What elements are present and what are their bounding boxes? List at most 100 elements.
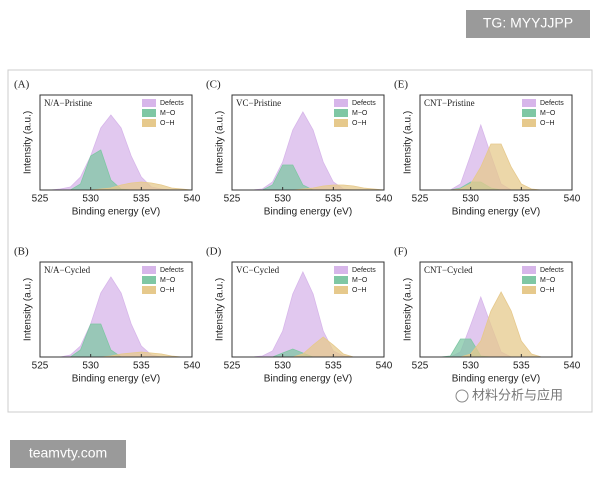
x-tick-label: 540 <box>376 194 393 205</box>
legend-label: M−O <box>352 277 368 284</box>
x-tick-label: 525 <box>412 194 429 205</box>
legend-label: Defects <box>160 267 184 274</box>
legend-swatch <box>142 99 156 107</box>
x-tick-label: 525 <box>32 194 49 205</box>
plot-frame <box>419 261 573 358</box>
legend-label: O−H <box>540 120 555 127</box>
panel-label: (A) <box>14 79 30 91</box>
plot-frame <box>419 94 573 191</box>
watermark: TG: MYYJJPP <box>483 15 573 31</box>
panel-label: (B) <box>14 246 29 258</box>
plot-frame <box>231 261 385 358</box>
watermark-box <box>466 10 590 38</box>
plot-frame <box>39 261 193 358</box>
x-tick-label: 530 <box>82 361 99 372</box>
x-tick-label: 540 <box>184 194 201 205</box>
x-axis-label: Binding energy (eV) <box>72 374 160 385</box>
y-axis-label: Intensity (a.u.) <box>403 278 414 341</box>
legend-swatch <box>334 286 348 294</box>
legend-swatch <box>142 109 156 117</box>
peak-area <box>232 271 384 358</box>
legend-label: M−O <box>540 277 556 284</box>
y-axis-label: Intensity (a.u.) <box>215 111 226 174</box>
legend-swatch <box>334 266 348 274</box>
legend-label: M−O <box>160 110 176 117</box>
x-axis-label: Binding energy (eV) <box>72 207 160 218</box>
panel-subtitle: CNT−Cycled <box>424 265 473 275</box>
x-tick-label: 530 <box>82 194 99 205</box>
x-tick-label: 525 <box>224 361 241 372</box>
legend-swatch <box>142 286 156 294</box>
legend-swatch <box>522 109 536 117</box>
panel-subtitle: N/A−Pristine <box>44 98 92 108</box>
legend-swatch <box>142 276 156 284</box>
legend-swatch <box>334 109 348 117</box>
x-tick-label: 535 <box>133 194 150 205</box>
legend-label: Defects <box>352 100 376 107</box>
x-tick-label: 525 <box>32 361 49 372</box>
x-axis-label: Binding energy (eV) <box>264 207 352 218</box>
legend-swatch <box>522 266 536 274</box>
legend-label: O−H <box>352 120 367 127</box>
plot-frame <box>231 94 385 191</box>
panel-subtitle: N/A−Cycled <box>44 265 91 275</box>
legend-swatch <box>334 276 348 284</box>
x-tick-label: 530 <box>462 194 479 205</box>
legend-label: O−H <box>160 120 175 127</box>
watermark: 材料分析与应用 <box>472 387 563 402</box>
legend-label: Defects <box>540 100 564 107</box>
x-tick-label: 540 <box>376 361 393 372</box>
x-axis-label: Binding energy (eV) <box>452 207 540 218</box>
panel-label: (D) <box>206 246 222 258</box>
legend-label: M−O <box>352 110 368 117</box>
y-axis-label: Intensity (a.u.) <box>215 278 226 341</box>
peak-area <box>420 143 572 191</box>
peak-area <box>420 291 572 358</box>
x-tick-label: 525 <box>412 361 429 372</box>
panel-subtitle: VC−Cycled <box>236 265 280 275</box>
x-tick-label: 530 <box>274 361 291 372</box>
x-tick-label: 540 <box>564 361 581 372</box>
panel-subtitle: CNT−Pristine <box>424 98 475 108</box>
y-axis-label: Intensity (a.u.) <box>403 111 414 174</box>
x-tick-label: 535 <box>133 361 150 372</box>
x-tick-label: 540 <box>184 361 201 372</box>
legend-label: Defects <box>540 267 564 274</box>
legend-label: O−H <box>160 287 175 294</box>
legend-label: Defects <box>160 100 184 107</box>
x-tick-label: 535 <box>325 361 342 372</box>
legend-label: O−H <box>352 287 367 294</box>
y-axis-label: Intensity (a.u.) <box>23 111 34 174</box>
legend-swatch <box>334 119 348 127</box>
panel-subtitle: VC−Pristine <box>236 98 281 108</box>
legend-swatch <box>142 266 156 274</box>
legend-label: M−O <box>540 110 556 117</box>
legend-swatch <box>522 286 536 294</box>
figure-frame <box>7 69 593 413</box>
wechat-icon <box>455 389 469 403</box>
x-tick-label: 530 <box>274 194 291 205</box>
plot-frame <box>39 94 193 191</box>
x-tick-label: 535 <box>513 361 530 372</box>
legend-swatch <box>334 99 348 107</box>
legend-swatch <box>522 119 536 127</box>
x-tick-label: 535 <box>325 194 342 205</box>
panel-label: (C) <box>206 79 221 91</box>
panel-label: (E) <box>394 79 408 91</box>
watermark: teamvty.com <box>29 445 107 461</box>
legend-label: M−O <box>160 277 176 284</box>
x-tick-label: 525 <box>224 194 241 205</box>
x-axis-label: Binding energy (eV) <box>452 374 540 385</box>
x-tick-label: 540 <box>564 194 581 205</box>
x-axis-label: Binding energy (eV) <box>264 374 352 385</box>
watermark-box <box>10 440 126 468</box>
legend-swatch <box>522 99 536 107</box>
legend-label: O−H <box>540 287 555 294</box>
x-tick-label: 535 <box>513 194 530 205</box>
legend-label: Defects <box>352 267 376 274</box>
x-tick-label: 530 <box>462 361 479 372</box>
y-axis-label: Intensity (a.u.) <box>23 278 34 341</box>
panel-label: (F) <box>394 246 408 258</box>
